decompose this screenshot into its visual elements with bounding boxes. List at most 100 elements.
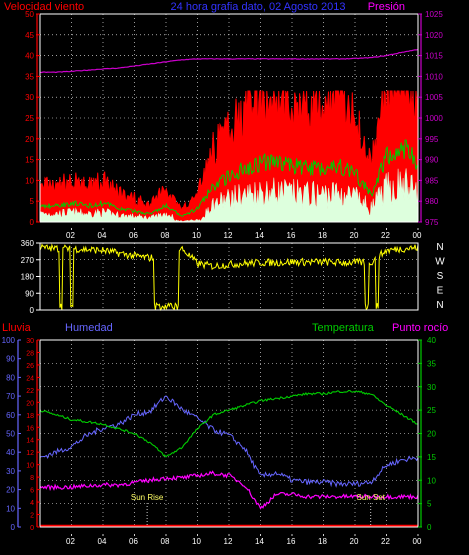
compass-letter: N <box>436 300 443 311</box>
bottom-x-tick-label: 00 <box>413 537 422 546</box>
rain-y-tick-label: 26 <box>26 363 34 370</box>
rain-y-tick-label: 18 <box>26 413 34 420</box>
humidity-y-tick-label: 30 <box>6 467 15 476</box>
rain-y-tick-label: 16 <box>26 425 34 432</box>
bottom-x-tick-label: 02 <box>66 537 75 546</box>
compass-letter: W <box>435 257 445 268</box>
humidity-y-tick-label: 10 <box>6 504 15 513</box>
top-x-tick-label: 12 <box>224 231 233 240</box>
wind-y-tick-label: 10 <box>25 176 34 185</box>
top-x-tick-label: 16 <box>287 231 296 240</box>
wind-low-series <box>39 168 419 223</box>
sun-rise-label: Sun Rise <box>131 493 164 502</box>
temperature-y-tick-label: 25 <box>427 406 436 415</box>
bottom-x-tick-label: 10 <box>192 537 201 546</box>
temperature-y-tick-label: 10 <box>427 476 436 485</box>
wind-pressure-panel: 0510152025303540455097598098599099510001… <box>25 10 443 240</box>
pressure-y-tick-label: 975 <box>425 218 439 227</box>
bottom-x-tick-label: 14 <box>255 537 264 546</box>
rain-y-tick-label: 0 <box>30 525 34 532</box>
pressure-series <box>39 48 419 74</box>
temperature-series <box>39 389 419 458</box>
wind-y-tick-label: 15 <box>25 156 34 165</box>
humidity-y-tick-label: 20 <box>6 486 15 495</box>
temperature-y-tick-label: 30 <box>427 383 436 392</box>
pressure-y-tick-label: 985 <box>425 176 439 185</box>
wind-y-tick-label: 50 <box>25 10 34 19</box>
pressure-y-tick-label: 1020 <box>425 31 443 40</box>
temperature-y-tick-label: 0 <box>427 523 432 532</box>
top-x-tick-label: 02 <box>66 231 75 240</box>
wind-y-tick-label: 45 <box>25 31 34 40</box>
direction-y-tick-label: 270 <box>21 256 35 265</box>
bottom-x-tick-label: 20 <box>350 537 359 546</box>
humidity-y-tick-label: 60 <box>6 411 15 420</box>
wind-direction-series <box>39 243 419 311</box>
top-x-tick-label: 04 <box>98 231 107 240</box>
temperature-label: Temperatura <box>312 322 375 334</box>
pressure-y-tick-label: 980 <box>425 197 439 206</box>
rain-y-tick-label: 20 <box>26 400 34 407</box>
rain-y-tick-label: 12 <box>26 450 34 457</box>
bottom-x-tick-label: 06 <box>129 537 138 546</box>
rain-y-tick-label: 2 <box>30 513 34 520</box>
rain-y-tick-label: 6 <box>30 488 34 495</box>
humidity-y-tick-label: 70 <box>6 392 15 401</box>
rain-y-tick-label: 8 <box>30 475 34 482</box>
humidity-y-tick-label: 50 <box>6 430 15 439</box>
sun-set-label: Sun Set <box>357 493 386 502</box>
wind-y-tick-label: 25 <box>25 114 34 123</box>
wind-y-tick-label: 5 <box>30 197 35 206</box>
humidity-series <box>39 395 419 488</box>
top-x-tick-label: 10 <box>192 231 201 240</box>
humidity-y-tick-label: 100 <box>2 336 16 345</box>
bottom-x-tick-label: 08 <box>161 537 170 546</box>
pressure-label: Presión <box>368 1 405 13</box>
humidity-y-tick-label: 0 <box>11 523 16 532</box>
temperature-y-tick-label: 20 <box>427 430 436 439</box>
wind-y-tick-label: 20 <box>25 135 34 144</box>
bottom-x-tick-label: 12 <box>224 537 233 546</box>
humidity-y-tick-label: 90 <box>6 355 15 364</box>
top-x-tick-label: 08 <box>161 231 170 240</box>
pressure-y-tick-label: 1010 <box>425 72 443 81</box>
pressure-y-tick-label: 1015 <box>425 52 443 61</box>
bottom-x-tick-label: 04 <box>98 537 107 546</box>
compass-letter: S <box>437 271 444 282</box>
chart-title: 24 hora grafia dato, 02 Agosto 2013 <box>171 1 346 13</box>
top-x-tick-label: 18 <box>318 231 327 240</box>
humidity-y-tick-label: 80 <box>6 373 15 382</box>
top-x-tick-label: 00 <box>413 231 422 240</box>
direction-y-tick-label: 0 <box>30 306 35 315</box>
wind-y-tick-label: 30 <box>25 93 34 102</box>
compass-letter: N <box>436 242 443 253</box>
top-x-tick-label: 06 <box>129 231 138 240</box>
rain-y-tick-label: 4 <box>30 500 34 507</box>
pressure-y-tick-label: 1000 <box>425 114 443 123</box>
rain-label: Lluvia <box>2 322 32 334</box>
pressure-y-tick-label: 1005 <box>425 93 443 102</box>
wind-y-tick-label: 0 <box>30 218 35 227</box>
dewpoint-series <box>39 470 419 510</box>
rain-y-tick-label: 28 <box>26 350 34 357</box>
humidity-label: Humedad <box>65 322 113 334</box>
temperature-y-tick-label: 40 <box>427 336 436 345</box>
bottom-x-tick-label: 18 <box>318 537 327 546</box>
wind-speed-label: Velocidad viento <box>4 1 84 13</box>
compass-letter: E <box>437 286 444 297</box>
humidity-temperature-panel: Sun Rise Sun Set0102030405060708090100024… <box>2 336 437 546</box>
humidity-y-tick-label: 40 <box>6 448 15 457</box>
dewpoint-label: Punto rocío <box>392 322 448 334</box>
pressure-y-tick-label: 1025 <box>425 10 443 19</box>
direction-y-tick-label: 90 <box>25 289 34 298</box>
temperature-y-tick-label: 15 <box>427 453 436 462</box>
top-x-tick-label: 20 <box>350 231 359 240</box>
direction-y-tick-label: 180 <box>21 273 35 282</box>
temperature-y-tick-label: 35 <box>427 359 436 368</box>
rain-y-tick-label: 10 <box>26 463 34 470</box>
top-x-tick-label: 22 <box>381 231 390 240</box>
wind-average-series <box>39 139 419 217</box>
rain-y-tick-label: 22 <box>26 388 34 395</box>
